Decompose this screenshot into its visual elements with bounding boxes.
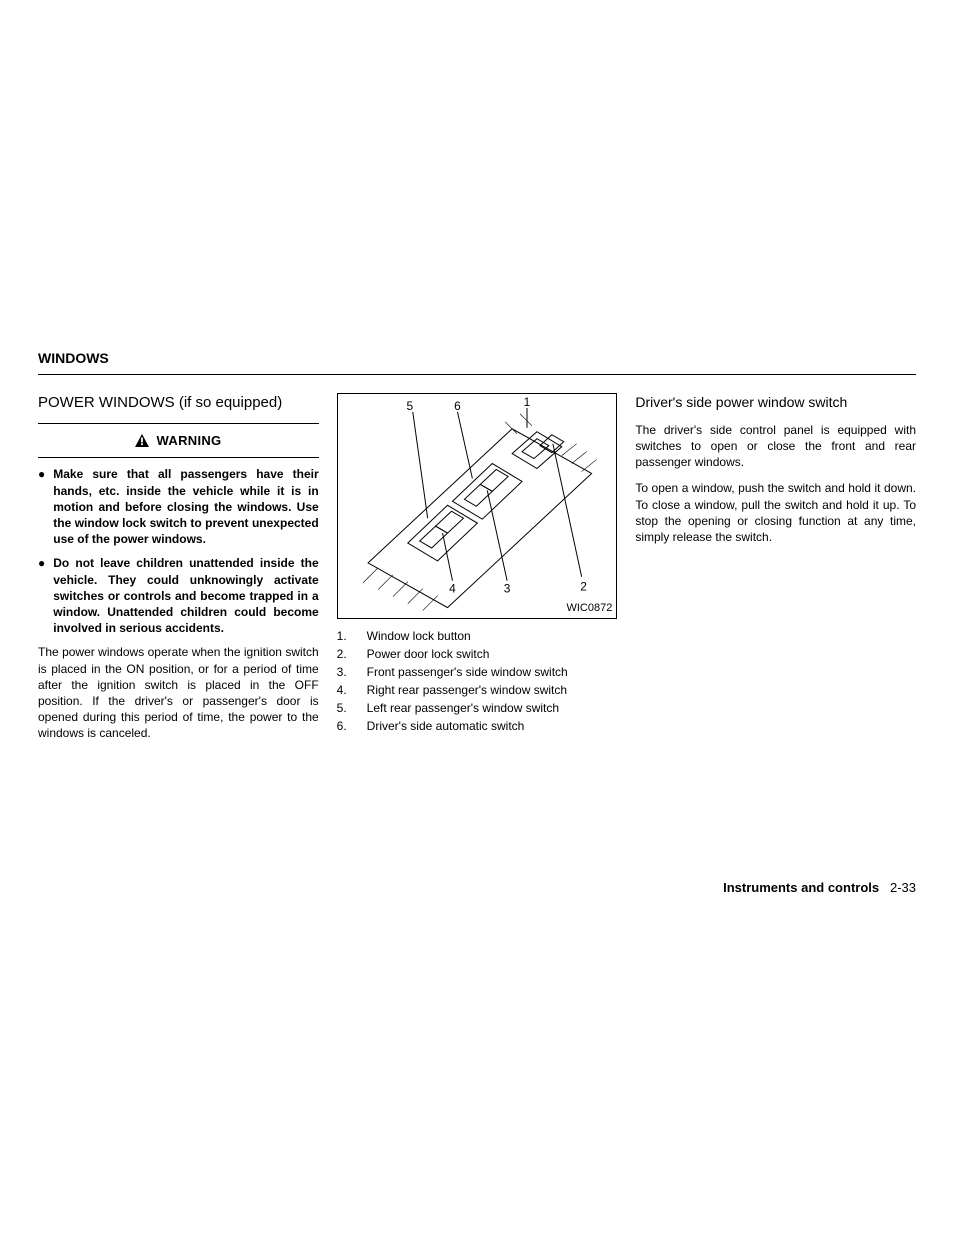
warning-label: WARNING: [157, 433, 222, 448]
warning-bullet: ● Make sure that all passengers have the…: [38, 466, 319, 547]
bullet-icon: ●: [38, 555, 45, 636]
section-rule: [38, 374, 916, 375]
callout-1: 1: [523, 395, 530, 409]
column-1: POWER WINDOWS (if so equipped) WARNING: [38, 393, 319, 741]
warning-triangle-icon: [135, 434, 149, 451]
power-windows-heading: POWER WINDOWS (if so equipped): [38, 393, 319, 413]
footer-chapter: Instruments and controls: [723, 880, 879, 895]
legend-num: 2.: [337, 645, 351, 663]
legend-item: 6. Driver's side automatic switch: [337, 717, 618, 735]
switch-panel-svg: 5 6 1 4 3 2: [338, 394, 617, 618]
legend-item: 3. Front passenger's side window switch: [337, 663, 618, 681]
callout-4: 4: [449, 582, 456, 596]
column-3: Driver's side power window switch The dr…: [635, 393, 916, 741]
callout-3: 3: [503, 582, 510, 596]
column-2: 5 6 1 4 3 2 WIC0872 1. Window lock button…: [337, 393, 618, 741]
col3-p2: To open a window, push the switch and ho…: [635, 480, 916, 545]
legend-item: 2. Power door lock switch: [337, 645, 618, 663]
figure-code: WIC0872: [566, 601, 612, 616]
switch-panel-figure: 5 6 1 4 3 2 WIC0872: [337, 393, 618, 619]
warning-bullets: ● Make sure that all passengers have the…: [38, 466, 319, 636]
callout-5: 5: [406, 399, 413, 413]
legend-text: Front passenger's side window switch: [367, 663, 568, 681]
rule-below-warning: [38, 457, 319, 458]
col1-body: The power windows operate when the ignit…: [38, 644, 319, 741]
legend-num: 3.: [337, 663, 351, 681]
columns: POWER WINDOWS (if so equipped) WARNING: [38, 393, 916, 741]
figure-legend: 1. Window lock button 2. Power door lock s…: [337, 627, 618, 735]
legend-num: 4.: [337, 681, 351, 699]
callout-6: 6: [454, 399, 461, 413]
legend-item: 4. Right rear passenger's window switch: [337, 681, 618, 699]
legend-num: 5.: [337, 699, 351, 717]
legend-num: 6.: [337, 717, 351, 735]
content-area: WINDOWS POWER WINDOWS (if so equipped) W…: [38, 350, 916, 741]
warning-bullet-text: Do not leave children unattended inside …: [53, 555, 318, 636]
driver-side-heading: Driver's side power window switch: [635, 393, 916, 412]
legend-item: 5. Left rear passenger's window switch: [337, 699, 618, 717]
col3-p1: The driver's side control panel is equip…: [635, 422, 916, 471]
page-footer: Instruments and controls 2-33: [723, 880, 916, 895]
legend-text: Right rear passenger's window switch: [367, 681, 567, 699]
bullet-icon: ●: [38, 466, 45, 547]
legend-text: Left rear passenger's window switch: [367, 699, 559, 717]
legend-num: 1.: [337, 627, 351, 645]
page: WINDOWS POWER WINDOWS (if so equipped) W…: [0, 0, 954, 1235]
warning-bullet-text: Make sure that all passengers have their…: [53, 466, 318, 547]
legend-text: Power door lock switch: [367, 645, 490, 663]
callout-2: 2: [580, 580, 587, 594]
footer-page: 2-33: [890, 880, 916, 895]
legend-text: Window lock button: [367, 627, 471, 645]
rule-above-warning: [38, 423, 319, 424]
legend-item: 1. Window lock button: [337, 627, 618, 645]
section-title: WINDOWS: [38, 350, 916, 366]
warning-bullet: ● Do not leave children unattended insid…: [38, 555, 319, 636]
legend-text: Driver's side automatic switch: [367, 717, 525, 735]
warning-row: WARNING: [38, 432, 319, 451]
